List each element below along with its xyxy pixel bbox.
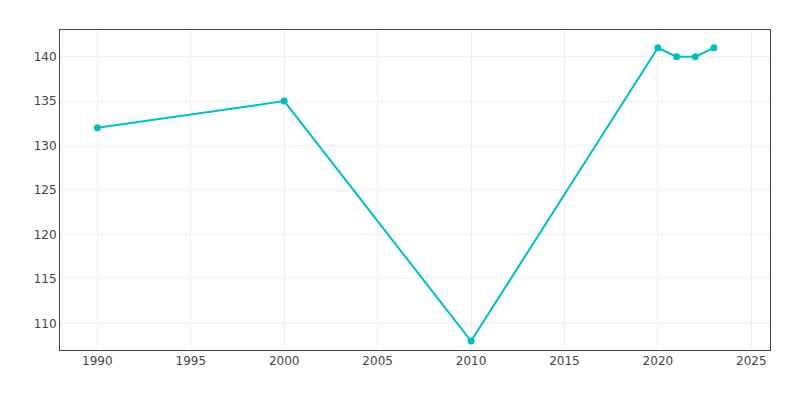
- svg-text:120: 120: [34, 228, 57, 242]
- svg-text:2005: 2005: [362, 354, 393, 368]
- svg-text:110: 110: [34, 317, 57, 331]
- svg-text:2020: 2020: [643, 354, 674, 368]
- svg-text:2000: 2000: [269, 354, 300, 368]
- svg-text:1990: 1990: [82, 354, 113, 368]
- svg-text:125: 125: [34, 183, 57, 197]
- svg-text:115: 115: [34, 272, 57, 286]
- svg-text:130: 130: [34, 139, 57, 153]
- svg-text:140: 140: [34, 50, 57, 64]
- svg-text:2025: 2025: [736, 354, 767, 368]
- svg-text:2015: 2015: [549, 354, 580, 368]
- svg-text:1995: 1995: [176, 354, 207, 368]
- svg-text:2010: 2010: [456, 354, 487, 368]
- svg-text:135: 135: [34, 94, 57, 108]
